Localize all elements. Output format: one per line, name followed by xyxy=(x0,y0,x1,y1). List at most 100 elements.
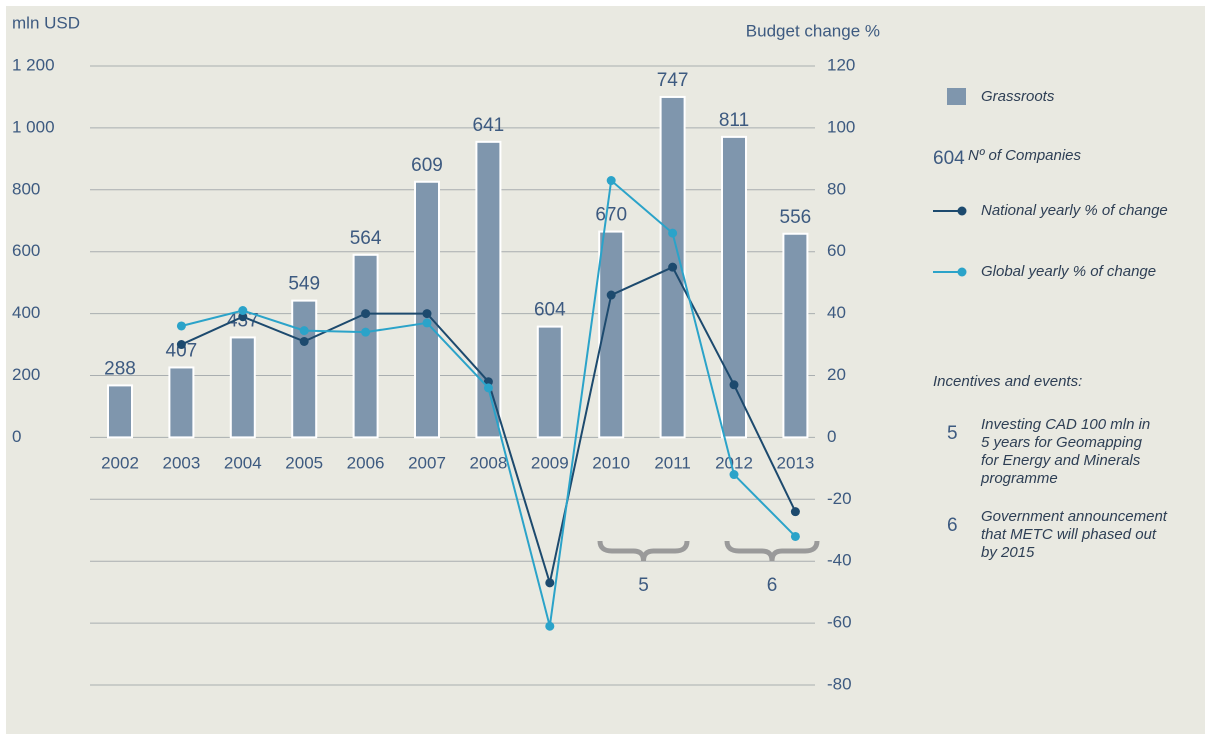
y2-tick-label: 120 xyxy=(827,55,855,74)
y-tick-label: 1 000 xyxy=(12,117,55,136)
annotation-line: for Energy and Minerals xyxy=(981,452,1141,469)
value-label: 288 xyxy=(104,358,136,379)
legend-dot xyxy=(957,206,967,216)
value-label: 811 xyxy=(719,110,749,131)
x-tick-label: 2003 xyxy=(162,453,200,472)
point xyxy=(790,531,800,541)
x-tick-label: 2008 xyxy=(469,453,507,472)
point xyxy=(176,321,186,331)
x-tick-label: 2006 xyxy=(347,453,385,472)
value-label: 604 xyxy=(534,300,566,321)
point xyxy=(668,262,678,272)
point xyxy=(422,309,432,319)
x-tick-label: 2002 xyxy=(101,453,139,472)
y-tick-label: 0 xyxy=(12,427,21,446)
bar xyxy=(352,253,379,439)
legend-swatch xyxy=(947,88,966,105)
point xyxy=(299,326,309,336)
annotation-line: Investing CAD 100 mln in xyxy=(981,416,1150,433)
point xyxy=(176,340,186,350)
brace xyxy=(597,540,690,562)
brace-label: 5 xyxy=(638,575,649,596)
y-tick-label: 600 xyxy=(12,241,40,260)
y2-tick-label: -60 xyxy=(827,613,852,632)
annotation-line: 5 years for Geomapping xyxy=(981,434,1143,451)
x-tick-label: 2011 xyxy=(654,453,691,472)
bar xyxy=(782,232,809,439)
x-tick-label: 2009 xyxy=(531,453,569,472)
y-tick-label: 400 xyxy=(12,303,40,322)
y2-axis-label: Budget change % xyxy=(746,21,880,40)
x-tick-label: 2013 xyxy=(776,453,814,472)
y2-tick-label: 20 xyxy=(827,365,846,384)
y2-tick-label: 100 xyxy=(827,117,855,136)
value-label: 641 xyxy=(473,115,505,136)
brace-label: 6 xyxy=(767,575,778,596)
bar xyxy=(721,135,747,439)
point xyxy=(790,507,800,517)
point xyxy=(668,228,678,238)
annotation-line: that METC will phased out xyxy=(981,526,1157,543)
y2-tick-label: -80 xyxy=(827,674,852,693)
y2-tick-label: 0 xyxy=(827,427,836,446)
legend-dot xyxy=(957,267,967,277)
value-label: 549 xyxy=(288,274,320,295)
point xyxy=(545,578,555,588)
x-tick-label: 2010 xyxy=(592,453,630,472)
point xyxy=(361,309,371,319)
annotation-line: Government announcement xyxy=(981,508,1168,525)
point xyxy=(361,327,371,337)
events-title: Incentives and events: xyxy=(933,373,1082,390)
point xyxy=(422,318,432,328)
event-number: 6 xyxy=(947,515,958,536)
y-tick-label: 800 xyxy=(12,179,40,198)
y2-tick-label: -40 xyxy=(827,551,852,570)
point xyxy=(299,336,309,346)
event-text: Investing CAD 100 mln in 5 years for Geom… xyxy=(980,416,1150,487)
point xyxy=(545,621,555,631)
point xyxy=(606,176,616,186)
annotation-line: by 2015 xyxy=(981,544,1035,561)
value-label: 556 xyxy=(780,207,812,228)
y-axis-label: mln USD xyxy=(12,13,80,32)
value-label: 670 xyxy=(595,205,627,226)
y2-tick-label: 80 xyxy=(827,179,846,198)
legend-label: National yearly % of change xyxy=(981,202,1168,219)
y2-tick-label: 60 xyxy=(827,241,846,260)
x-tick-label: 2012 xyxy=(715,453,753,472)
bar xyxy=(536,325,563,439)
x-tick-label: 2007 xyxy=(408,453,446,472)
point xyxy=(606,290,616,300)
legend-label: Nº of Companies xyxy=(968,147,1082,164)
value-label: 609 xyxy=(411,155,443,176)
bar xyxy=(598,230,625,439)
annotation-line: programme xyxy=(980,470,1058,487)
value-label: 407 xyxy=(166,340,198,361)
y2-tick-label: 40 xyxy=(827,303,846,322)
legend-label: Grassroots xyxy=(981,88,1055,105)
legend-label: Global yearly % of change xyxy=(981,263,1156,280)
event-number: 5 xyxy=(947,423,958,444)
bar xyxy=(291,299,318,439)
value-label: 747 xyxy=(657,70,689,91)
y2-tick-label: -20 xyxy=(827,489,852,508)
event-text: Government announcement that METC will ph… xyxy=(981,508,1168,561)
bar xyxy=(107,384,133,439)
point xyxy=(483,383,493,393)
bar xyxy=(229,336,256,439)
brace xyxy=(724,540,820,562)
point xyxy=(238,312,248,322)
x-tick-label: 2004 xyxy=(224,453,262,472)
y-tick-label: 1 200 xyxy=(12,55,55,74)
point xyxy=(483,377,493,387)
bar xyxy=(475,140,502,439)
y-tick-label: 200 xyxy=(12,365,40,384)
bar xyxy=(168,366,195,439)
legend-sample: 604 xyxy=(933,148,965,169)
x-tick-label: 2005 xyxy=(285,453,323,472)
point xyxy=(729,470,739,480)
point xyxy=(238,306,248,316)
point xyxy=(729,380,739,390)
value-label: 564 xyxy=(350,228,382,249)
